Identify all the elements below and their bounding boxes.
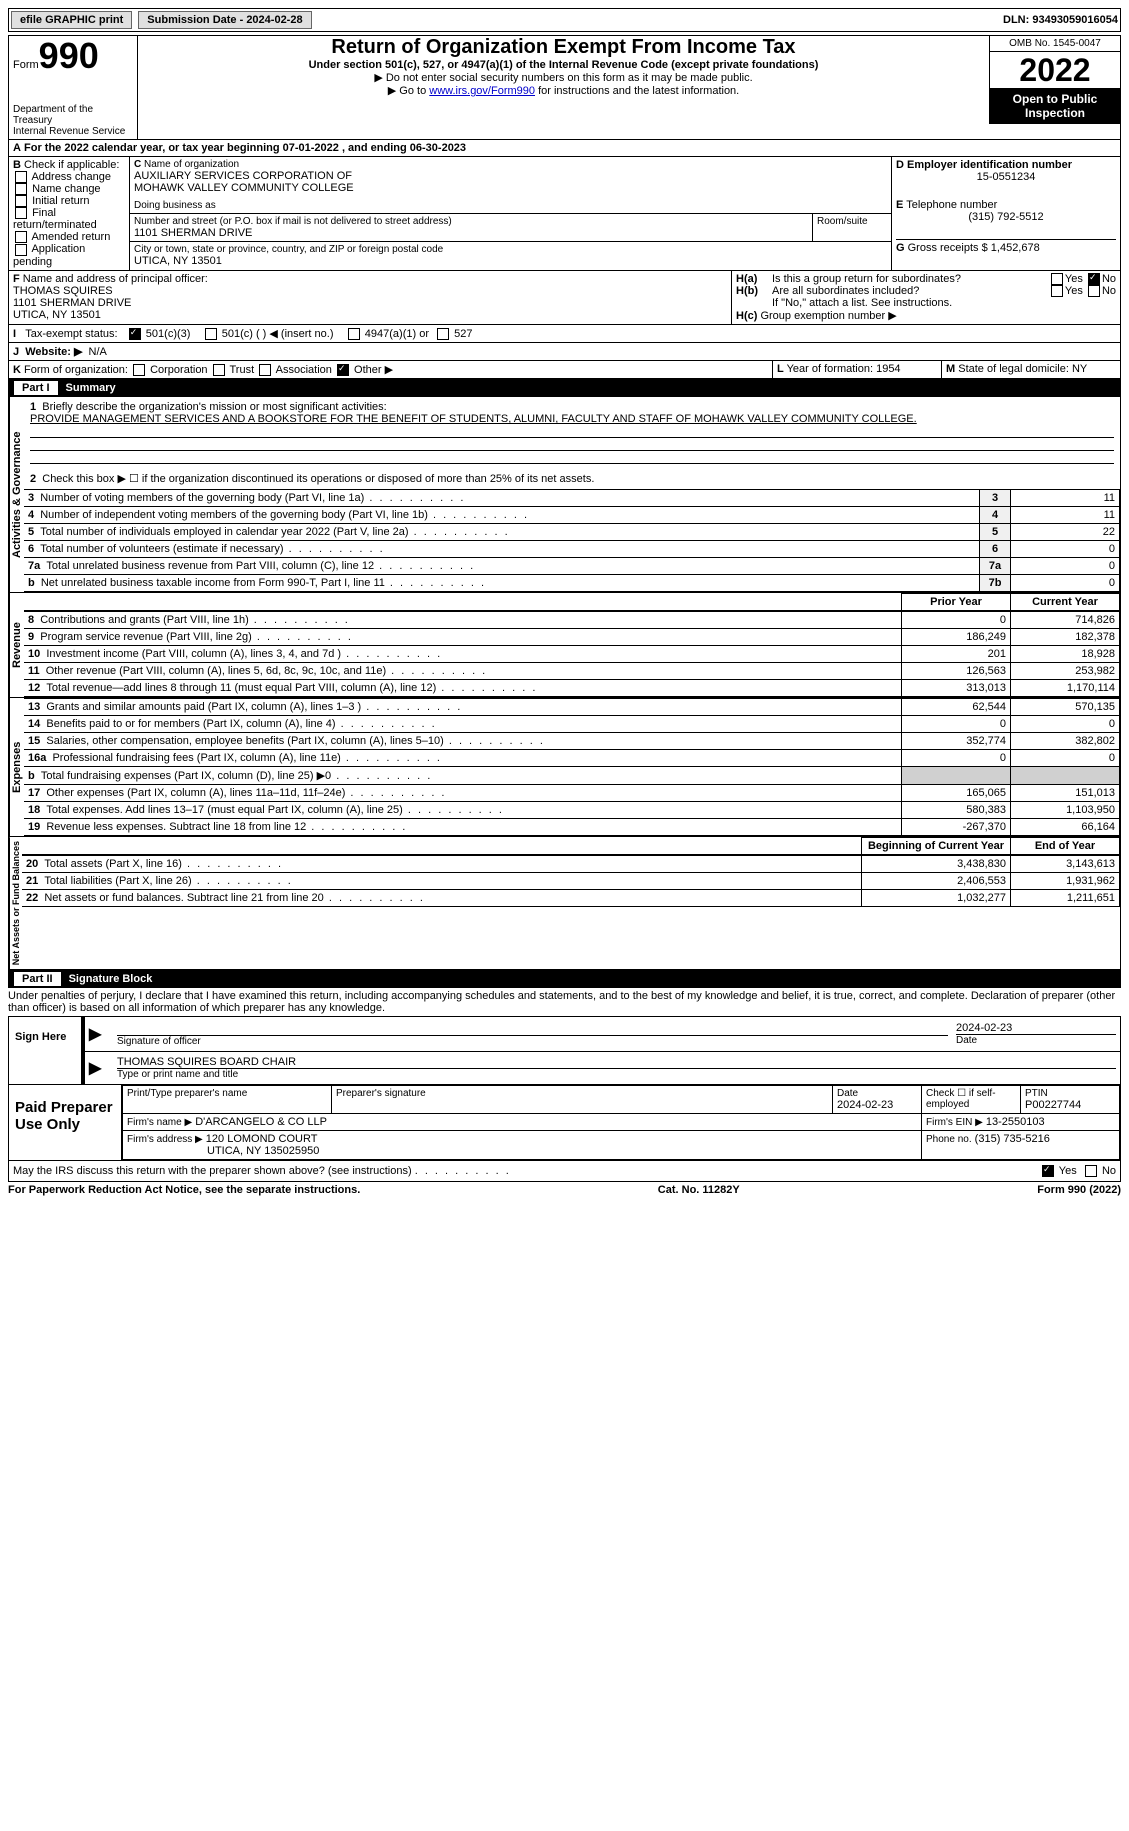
- website: N/A: [89, 346, 107, 358]
- g-lbl: Gross receipts $: [908, 242, 988, 254]
- addr-lbl: Number and street (or P.O. box if mail i…: [134, 216, 808, 227]
- b-opt[interactable]: Name change: [32, 183, 101, 195]
- instr2-pre: ▶ Go to: [388, 85, 429, 97]
- i-lbl: Tax-exempt status:: [25, 328, 117, 340]
- footer-left: For Paperwork Reduction Act Notice, see …: [8, 1184, 360, 1196]
- form-number: 990: [39, 35, 99, 76]
- year-formation: 1954: [876, 363, 900, 375]
- i-opt3[interactable]: 4947(a)(1) or: [365, 328, 429, 340]
- sign-here: Sign Here: [9, 1017, 82, 1084]
- subtitle: Under section 501(c), 527, or 4947(a)(1)…: [144, 59, 983, 71]
- officer-name: THOMAS SQUIRES: [13, 285, 727, 297]
- state-domicile: NY: [1072, 363, 1087, 375]
- gross-receipts: 1,452,678: [991, 242, 1040, 254]
- topbar: efile GRAPHIC print Submission Date - 20…: [8, 8, 1121, 32]
- form-header: Form990 Department of the Treasury Inter…: [8, 35, 1121, 140]
- city-lbl: City or town, state or province, country…: [134, 244, 887, 255]
- footer: For Paperwork Reduction Act Notice, see …: [8, 1184, 1121, 1196]
- c-name-lbl: Name of organization: [144, 159, 239, 170]
- b-opt[interactable]: Initial return: [32, 195, 89, 207]
- footer-right: Form 990 (2022): [1037, 1184, 1121, 1196]
- part1-header: Part ISummary: [8, 379, 1121, 397]
- tax-year: 2022: [990, 52, 1120, 88]
- phone: (315) 792-5512: [896, 211, 1116, 223]
- addr: 1101 SHERMAN DRIVE: [134, 227, 808, 239]
- footer-mid: Cat. No. 11282Y: [658, 1184, 740, 1196]
- j-lbl: Website: ▶: [25, 346, 82, 358]
- form-word: Form: [13, 59, 39, 71]
- instr2-post: for instructions and the latest informat…: [535, 85, 739, 97]
- hc-lbl: Group exemption number ▶: [760, 310, 896, 322]
- instr1: ▶ Do not enter social security numbers o…: [144, 71, 983, 84]
- dba-lbl: Doing business as: [134, 200, 887, 211]
- ein: 15-0551234: [896, 171, 1116, 183]
- city: UTICA, NY 13501: [134, 255, 887, 267]
- name-title: THOMAS SQUIRES BOARD CHAIR: [117, 1056, 1116, 1068]
- i-opt4[interactable]: 527: [454, 328, 472, 340]
- sig-officer-lbl: Signature of officer: [117, 1035, 948, 1047]
- section-net: Net Assets or Fund Balances: [9, 837, 22, 969]
- irs-link[interactable]: www.irs.gov/Form990: [429, 85, 535, 97]
- section-rev: Revenue: [9, 593, 24, 697]
- b-opt[interactable]: Address change: [31, 171, 111, 183]
- section-gov: Activities & Governance: [9, 397, 24, 592]
- dln: DLN: 93493059016054: [1003, 14, 1118, 26]
- line2: Check this box ▶ ☐ if the organization d…: [42, 473, 594, 485]
- officer-addr2: UTICA, NY 13501: [13, 309, 727, 321]
- line1-lbl: Briefly describe the organization's miss…: [42, 401, 386, 413]
- room-lbl: Room/suite: [817, 216, 887, 227]
- discuss: May the IRS discuss this return with the…: [13, 1165, 412, 1177]
- main-title: Return of Organization Exempt From Incom…: [144, 36, 983, 59]
- name-title-lbl: Type or print name and title: [117, 1068, 1116, 1080]
- i-opt1[interactable]: 501(c)(3): [146, 328, 191, 340]
- hb-lbl: Are all subordinates included?: [772, 285, 1049, 297]
- part2-header: Part IISignature Block: [8, 970, 1121, 988]
- dept1: Department of the Treasury: [13, 104, 133, 126]
- org-name1: AUXILIARY SERVICES CORPORATION OF: [134, 170, 887, 182]
- b-label: Check if applicable:: [24, 159, 119, 171]
- d-lbl: Employer identification number: [907, 159, 1072, 171]
- efile-btn[interactable]: efile GRAPHIC print: [11, 11, 132, 29]
- dept2: Internal Revenue Service: [13, 126, 133, 137]
- sig-decl: Under penalties of perjury, I declare th…: [8, 988, 1121, 1016]
- sign-here-block: Sign Here ▶ Signature of officer 2024-02…: [8, 1016, 1121, 1085]
- i-opt2[interactable]: 501(c) ( ) ◀ (insert no.): [222, 328, 334, 340]
- f-lbl: Name and address of principal officer:: [23, 273, 208, 285]
- org-name2: MOHAWK VALLEY COMMUNITY COLLEGE: [134, 182, 887, 194]
- submission-btn[interactable]: Submission Date - 2024-02-28: [138, 11, 311, 29]
- m-lbl: State of legal domicile:: [958, 363, 1069, 375]
- open-inspection: Open to Public Inspection: [990, 88, 1120, 124]
- line-a: A For the 2022 calendar year, or tax yea…: [9, 140, 1120, 156]
- officer-addr1: 1101 SHERMAN DRIVE: [13, 297, 727, 309]
- paid-preparer: Paid Preparer Use Only: [9, 1085, 122, 1160]
- paid-preparer-block: Paid Preparer Use Only Print/Type prepar…: [8, 1085, 1121, 1161]
- e-lbl: Telephone number: [906, 199, 997, 211]
- k-lbl: Form of organization:: [24, 364, 128, 376]
- l-lbl: Year of formation:: [787, 363, 873, 375]
- date-lbl: Date: [956, 1034, 1116, 1046]
- mission: PROVIDE MANAGEMENT SERVICES AND A BOOKST…: [30, 413, 917, 425]
- omb: OMB No. 1545-0047: [990, 36, 1120, 52]
- section-exp: Expenses: [9, 698, 24, 836]
- hb-note: If "No," attach a list. See instructions…: [736, 297, 1116, 309]
- ha-lbl: Is this a group return for subordinates?: [772, 273, 1049, 285]
- sig-date: 2024-02-23: [956, 1022, 1116, 1034]
- b-opt[interactable]: Amended return: [31, 231, 110, 243]
